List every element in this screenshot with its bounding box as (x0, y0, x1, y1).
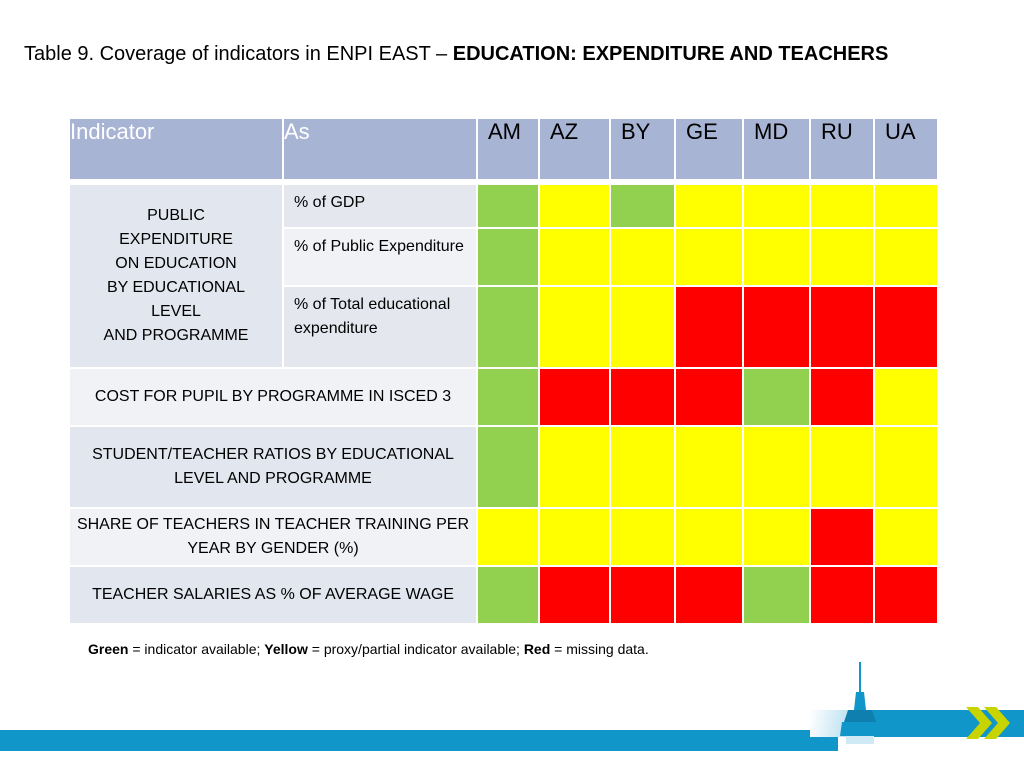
status-cell (538, 565, 611, 625)
group-line: EXPENDITURE (119, 231, 233, 248)
status-cell (742, 425, 811, 509)
status-cell (476, 285, 540, 369)
footer-bar (0, 730, 838, 751)
row-label: TEACHER SALARIES AS % OF AVERAGE WAGE (68, 565, 478, 625)
status-cell (609, 425, 676, 509)
header-country: GE (674, 117, 744, 181)
status-cell (538, 285, 611, 369)
table-row: % of Public Expenditure (69, 227, 939, 287)
status-cell (538, 507, 611, 567)
coverage-table: Indicator As AM AZ BY GE MD RU UA PUBLIC… (68, 117, 939, 625)
status-cell (873, 227, 939, 287)
group-line: PUBLIC (147, 207, 205, 224)
table-row: COST FOR PUPIL BY PROGRAMME IN ISCED 3 (68, 367, 939, 427)
status-cell (476, 227, 540, 287)
status-cell (538, 367, 611, 427)
status-cell (742, 183, 811, 229)
title-prefix: Table 9. Coverage of indicators in ENPI … (24, 43, 453, 65)
header-country: RU (809, 117, 875, 181)
as-cell: % of GDP (282, 183, 478, 229)
status-cell (674, 367, 744, 427)
status-cell (538, 227, 611, 287)
status-cell (609, 183, 676, 229)
status-cell (742, 565, 811, 625)
status-cell (476, 367, 540, 427)
legend: Green = indicator available; Yellow = pr… (88, 641, 649, 657)
double-chevron-icon (966, 707, 1010, 739)
status-cell (609, 285, 676, 369)
header-indicator: Indicator (68, 117, 284, 181)
status-cell (609, 507, 676, 567)
status-cell (609, 565, 676, 625)
status-cell (674, 285, 744, 369)
status-cell (538, 183, 611, 229)
status-cell (674, 183, 744, 229)
legend-red-text: = missing data. (550, 641, 649, 657)
status-cell (809, 565, 875, 625)
status-cell (809, 183, 875, 229)
status-cell (873, 183, 939, 229)
row-label: COST FOR PUPIL BY PROGRAMME IN ISCED 3 (68, 367, 478, 427)
table-row: TEACHER SALARIES AS % OF AVERAGE WAGE (68, 565, 939, 625)
status-cell (809, 227, 875, 287)
status-cell (476, 425, 540, 509)
status-cell (809, 425, 875, 509)
status-cell (538, 425, 611, 509)
group-line: BY EDUCATIONAL (106, 279, 246, 296)
as-cell: % of Total educational expenditure (282, 285, 478, 369)
legend-green-text: = indicator available; (128, 641, 265, 657)
header-country: AZ (538, 117, 611, 181)
status-cell (609, 227, 676, 287)
legend-green: Green (88, 641, 129, 657)
status-cell (742, 227, 811, 287)
status-cell (873, 507, 939, 567)
title-bold: EDUCATION: EXPENDITURE AND TEACHERS (452, 43, 889, 65)
as-cell: % of Public Expenditure (282, 227, 478, 287)
group-line: LEVEL (151, 303, 201, 320)
legend-yellow-text: = proxy/partial indicator available; (307, 641, 524, 657)
row-label: STUDENT/TEACHER RATIOS BY EDUCATIONAL LE… (68, 425, 478, 509)
status-cell (809, 507, 875, 567)
status-cell (609, 367, 676, 427)
status-cell (809, 367, 875, 427)
group-label-public-expenditure: PUBLIC EXPENDITURE ON EDUCATION BY EDUCA… (68, 183, 284, 369)
status-cell (674, 425, 744, 509)
status-cell (742, 285, 811, 369)
table-row: PUBLIC EXPENDITURE ON EDUCATION BY EDUCA… (68, 183, 939, 369)
table-row: % of Total educational expenditure (69, 285, 939, 369)
group-line: AND PROGRAMME (103, 327, 249, 344)
status-cell (873, 285, 939, 369)
status-cell (742, 367, 811, 427)
row-label: SHARE OF TEACHERS IN TEACHER TRAINING PE… (68, 507, 478, 567)
header-country: AM (476, 117, 540, 181)
header-row: Indicator As AM AZ BY GE MD RU UA (68, 117, 939, 181)
header-as: As (282, 117, 478, 181)
status-cell (476, 507, 540, 567)
status-cell (476, 183, 540, 229)
tower-icon (840, 662, 880, 744)
header-country: MD (742, 117, 811, 181)
legend-yellow: Yellow (264, 641, 308, 657)
status-cell (742, 507, 811, 567)
status-cell (674, 565, 744, 625)
page-title: Table 9. Coverage of indicators in ENPI … (24, 43, 888, 66)
status-cell (674, 507, 744, 567)
status-cell (873, 367, 939, 427)
header-country: BY (609, 117, 676, 181)
status-cell (873, 565, 939, 625)
legend-red: Red (523, 641, 551, 657)
status-cell (476, 565, 540, 625)
header-country: UA (873, 117, 939, 181)
status-cell (809, 285, 875, 369)
table-row: SHARE OF TEACHERS IN TEACHER TRAINING PE… (68, 507, 939, 567)
status-cell (873, 425, 939, 509)
status-cell (674, 227, 744, 287)
group-line: ON EDUCATION (115, 255, 237, 272)
table-row: STUDENT/TEACHER RATIOS BY EDUCATIONAL LE… (68, 425, 939, 509)
